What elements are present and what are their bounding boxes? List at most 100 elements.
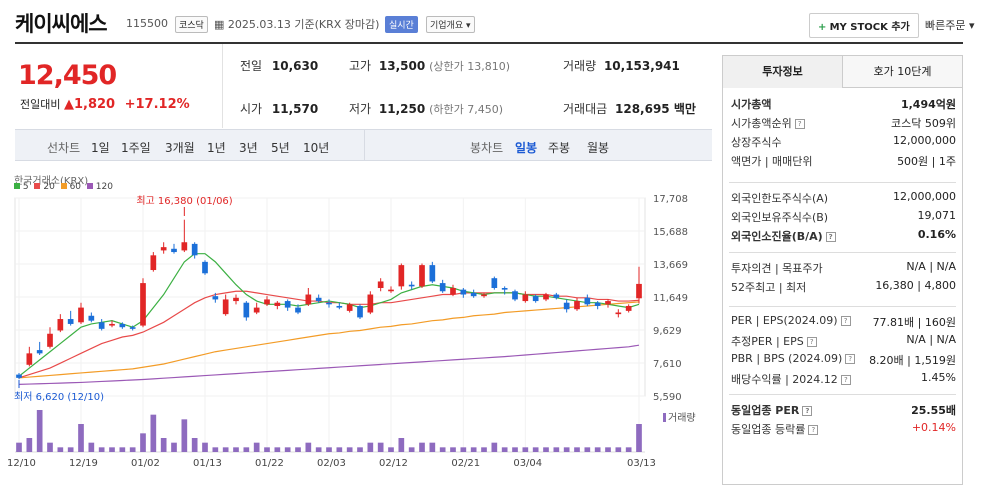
help-icon[interactable]: ? — [845, 354, 856, 364]
candle-body — [181, 242, 188, 251]
info-value: 16,380 | 4,800 — [875, 279, 956, 292]
period-1y[interactable]: 1년 — [207, 141, 226, 155]
y-tick-label: 9,629 — [653, 326, 682, 337]
ma120-line — [18, 344, 640, 385]
quick-order-link[interactable]: 빠른주문 ▾ — [925, 17, 975, 33]
tab-orderbook[interactable]: 호가 10단계 — [843, 56, 962, 88]
period-1w[interactable]: 1주일 — [121, 141, 151, 155]
candle-monthly[interactable]: 월봉 — [587, 141, 610, 155]
help-icon[interactable]: ? — [802, 406, 813, 416]
help-icon[interactable]: ? — [840, 316, 851, 326]
price-chart[interactable]: 17,708 15,688 13,669 11,649 9,629 7,610 5,590 1… — [0, 190, 712, 485]
stock-name: 케이씨에스 — [15, 12, 108, 36]
candle-body — [388, 289, 394, 292]
volume-bar — [346, 447, 353, 452]
candle-body — [171, 248, 177, 253]
candle-body — [98, 322, 105, 329]
period-5y[interactable]: 5년 — [271, 141, 290, 155]
day-high: 고가 13,500 (상한가 13,810) — [349, 57, 510, 74]
x-tick-label: 12/10 — [7, 458, 36, 469]
help-icon[interactable]: ? — [794, 119, 805, 129]
volume-bar — [439, 447, 446, 452]
volume-bar — [274, 447, 281, 452]
info-label: 외국인보유주식수(B) — [731, 211, 829, 224]
candle-daily[interactable]: 일봉 — [515, 141, 538, 155]
stock-code: 115500 — [126, 17, 168, 30]
company-overview-button[interactable]: 기업개요 ▾ — [426, 16, 475, 33]
overview-label: 기업개요 — [430, 21, 464, 31]
volume-bar — [377, 442, 384, 452]
candle-body — [346, 304, 353, 311]
current-price: 12,450 — [18, 60, 117, 91]
info-value: 1,494억원 — [900, 98, 956, 111]
candle-body — [140, 283, 146, 326]
help-icon[interactable]: ? — [825, 232, 836, 242]
chevron-down-icon: ▾ — [466, 21, 471, 31]
realtime-badge[interactable]: 실시간 — [385, 16, 418, 33]
volume-bar — [532, 447, 539, 452]
help-icon[interactable]: ? — [808, 425, 819, 435]
ma60-line — [18, 301, 640, 379]
candle-body — [636, 283, 642, 299]
candle-body — [367, 294, 374, 313]
change-summary: 전일대비 ▲1,820 +17.12% — [20, 96, 190, 112]
y-tick-label: 15,688 — [653, 227, 688, 238]
candle-weekly[interactable]: 주봉 — [548, 141, 571, 155]
tab-invest-info[interactable]: 투자정보 — [723, 56, 843, 88]
candle-body — [47, 333, 53, 347]
y-tick-label: 13,669 — [653, 260, 688, 271]
info-label: PBR | BPS (2024.09)? — [731, 352, 856, 365]
market-badge: 코스닥 — [175, 16, 208, 33]
info-label: 52주최고 | 최저 — [731, 281, 807, 294]
volume-bar — [625, 447, 632, 452]
candle-body — [450, 287, 456, 295]
candle-body — [532, 296, 539, 302]
volume-bar — [594, 447, 601, 452]
volume-value: 10,153,941 — [603, 59, 680, 73]
y-tick-label: 11,649 — [653, 293, 688, 304]
x-tick-label: 02/03 — [317, 458, 346, 469]
candle-body — [129, 327, 136, 329]
period-10y[interactable]: 10년 — [303, 141, 330, 155]
candle-body — [26, 353, 33, 365]
info-label: 추정PER | EPS? — [731, 333, 817, 349]
period-3m[interactable]: 3개월 — [165, 141, 195, 155]
candle-body — [119, 323, 126, 328]
x-tick-label: 03/13 — [627, 458, 656, 469]
info-value: N/A | N/A — [906, 260, 956, 273]
upper-limit: (상한가 13,810) — [429, 60, 510, 73]
candle-body — [295, 307, 301, 313]
day-low: 저가 11,250 (하한가 7,450) — [349, 100, 503, 117]
quick-order-label: 빠른주문 — [925, 19, 966, 32]
candle-body — [78, 307, 84, 323]
candle-body — [522, 294, 529, 302]
help-icon[interactable]: ? — [806, 337, 817, 347]
candle-body — [419, 265, 425, 287]
ma-legend: 5 20 60 120 — [14, 182, 113, 192]
volume-bar — [243, 447, 250, 452]
volume-bar — [636, 424, 642, 452]
candle-body — [481, 294, 487, 297]
volume-bar — [36, 410, 43, 452]
period-3y[interactable]: 3년 — [239, 141, 258, 155]
ma5-label: 5 — [22, 182, 29, 192]
volume-bar — [202, 442, 208, 452]
info-value: 8.20배 | 1,519원 — [869, 354, 956, 367]
mystock-add-button[interactable]: + MY STOCK 추가 — [809, 13, 919, 38]
volume-bar — [26, 438, 33, 452]
volume-bar — [512, 447, 518, 452]
volume-bar — [491, 442, 498, 452]
candle-body — [563, 302, 570, 310]
help-icon[interactable]: ? — [840, 375, 851, 385]
volume-bar — [615, 447, 622, 452]
info-label: 동일업종 등락률? — [731, 421, 819, 437]
period-1d[interactable]: 1일 — [91, 141, 110, 155]
candle-body — [439, 283, 446, 292]
info-value: 19,071 — [917, 209, 957, 222]
volume-bar — [253, 442, 260, 452]
info-value: 500원 | 1주 — [897, 155, 956, 168]
ma20-label: 20 — [43, 182, 55, 192]
candle-body — [233, 297, 239, 302]
info-separator — [729, 394, 956, 395]
info-value: 77.81배 | 160원 — [872, 316, 956, 329]
